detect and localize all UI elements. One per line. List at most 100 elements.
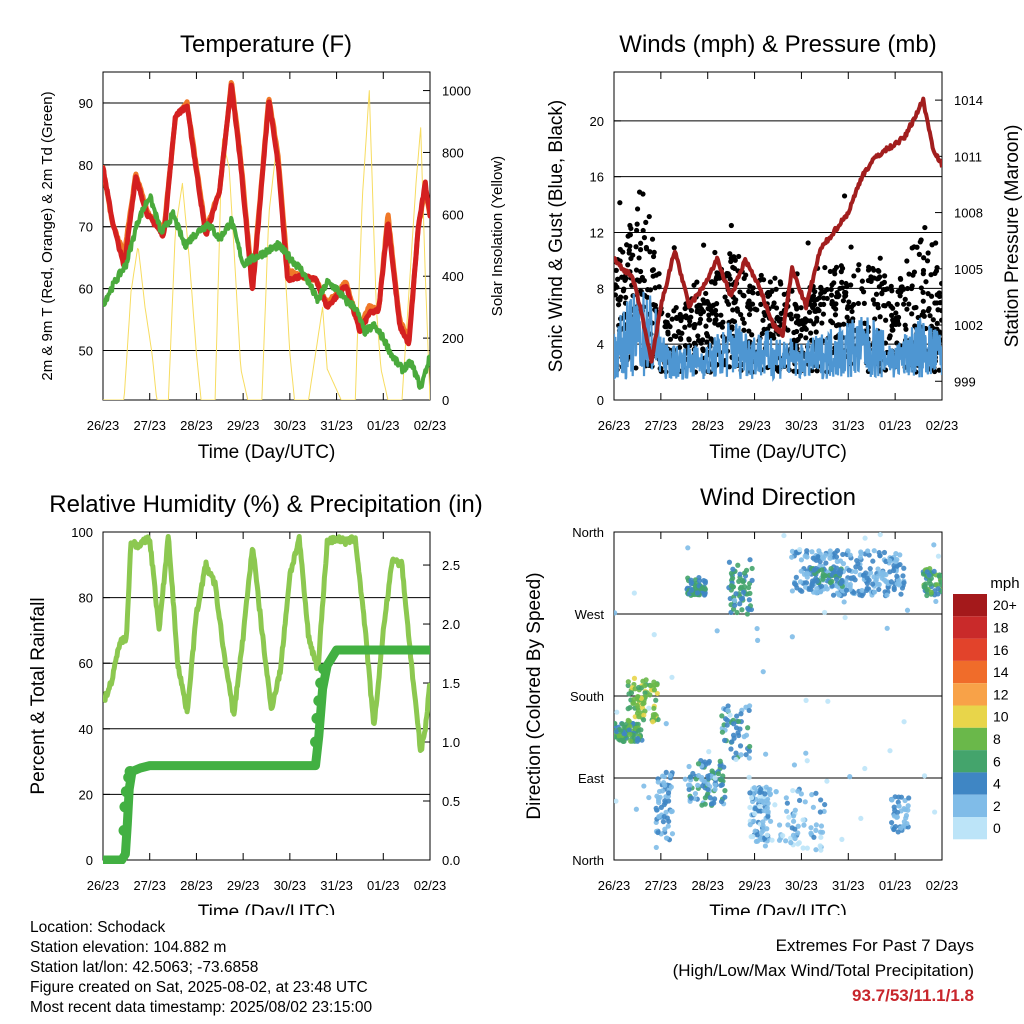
gust-point [930,317,936,323]
gust-point [735,308,741,314]
x-tick-label: 28/23 [180,418,213,433]
gust-point [808,330,814,336]
gust-point [909,283,915,289]
direction-point [621,731,628,737]
gust-point [889,288,895,294]
gust-point [624,242,630,248]
gust-point [882,273,888,279]
y2-tick-label: 400 [442,269,464,284]
x-tick-label: 28/23 [691,878,724,893]
direction-point [733,591,739,597]
gust-point [767,279,773,285]
y2-tick-label: 1.0 [442,735,460,750]
extremes-heading: Extremes For Past 7 Days [775,936,974,955]
gust-point [927,313,933,319]
gust-point [861,300,867,307]
gust-point [671,245,677,251]
gust-point [884,286,890,292]
direction-point [860,572,867,578]
direction-point [863,587,870,593]
legend-label: 10 [993,709,1009,725]
gust-point [667,324,673,330]
direction-point [889,797,895,803]
direction-point [894,809,901,816]
gust-point [741,320,747,326]
gust-point [741,293,747,299]
direction-point [797,579,804,585]
direction-point [938,573,942,579]
gust-point [876,268,882,274]
direction-point [659,788,666,794]
direction-point [935,591,941,597]
gust-point [728,222,734,229]
direction-point [896,803,902,809]
gust-point [794,328,800,335]
direction-point [761,808,767,814]
legend-swatch [953,638,987,661]
x-tick-label: 27/23 [133,878,166,893]
gust-point [620,288,626,294]
direction-point [789,588,796,594]
gust-point [861,320,868,326]
direction-point [804,845,810,851]
extremes-box: Extremes For Past 7 Days (High/Low/Max W… [673,933,974,1008]
gust-point [934,320,940,326]
direction-point [795,788,801,794]
gust-point [617,297,623,303]
direction-point [633,806,639,812]
direction-point [722,794,728,800]
direction-point [818,847,824,853]
direction-point [625,682,631,689]
direction-point [814,586,820,592]
gust-point [909,311,915,317]
gust-point [681,314,687,320]
x-tick-label: 27/23 [645,878,678,893]
gust-point [614,292,618,298]
gust-point [872,301,878,307]
direction-point [813,827,819,833]
precip-point [311,712,323,724]
gust-point [682,324,688,330]
gust-point [838,263,844,269]
direction-point [705,781,711,787]
x-tick-label: 26/23 [598,418,631,433]
direction-point [884,592,890,598]
x-tick-label: 27/23 [133,418,166,433]
direction-point [660,819,667,825]
direction-point [827,555,833,561]
gust-point [935,307,941,313]
gust-point [889,312,895,318]
x-tick-label: 02/23 [414,878,447,893]
direction-point [789,548,796,554]
direction-point [752,811,758,817]
direction-point [765,809,771,815]
direction-point [631,590,637,596]
gust-point [686,337,692,343]
plot-frame [102,71,431,401]
direction-point [795,830,801,836]
y2-tick-label: 600 [442,207,464,222]
gust-point [855,267,861,273]
y2-tick-label: 0 [442,393,449,408]
direction-point [814,578,820,584]
gust-point [895,314,902,320]
direction-point [867,570,874,576]
gust-point [904,285,911,292]
direction-point [764,832,770,838]
direction-point [784,800,790,806]
gust-point [810,305,816,311]
direction-point [796,840,802,846]
direction-point [822,609,828,616]
gust-point [727,251,733,257]
y-tick-label: 16 [590,170,604,185]
gust-point [695,337,702,344]
gust-point [939,317,942,323]
direction-point [651,687,658,693]
x-tick-label: 28/23 [691,418,724,433]
gust-point [812,297,818,304]
direction-point [614,729,620,735]
direction-point [934,582,940,588]
gust-point [928,293,935,299]
direction-point [744,611,751,617]
gust-point [745,300,751,306]
